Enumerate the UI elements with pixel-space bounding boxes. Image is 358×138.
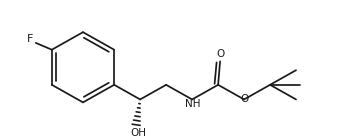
Text: OH: OH xyxy=(130,128,146,138)
Text: NH: NH xyxy=(185,99,201,109)
Text: F: F xyxy=(26,34,33,44)
Text: O: O xyxy=(216,49,224,59)
Text: O: O xyxy=(240,94,248,104)
